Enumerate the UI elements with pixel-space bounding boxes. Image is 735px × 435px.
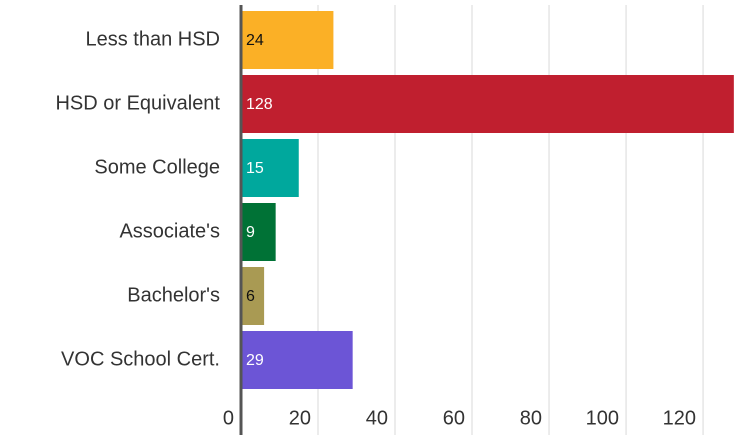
y-tick-label: Associate's — [119, 220, 220, 242]
value-label: 6 — [246, 288, 255, 305]
bar — [241, 11, 334, 69]
bar — [241, 75, 734, 133]
bar — [241, 267, 265, 325]
bar — [241, 139, 299, 197]
bar — [241, 203, 276, 261]
x-tick-label: 100 — [586, 407, 619, 429]
y-tick-label: Less than HSD — [85, 28, 220, 50]
x-tick-label: 120 — [663, 407, 696, 429]
y-tick-label: Some College — [94, 156, 220, 178]
x-tick-label: 60 — [443, 407, 465, 429]
bars — [241, 11, 734, 389]
value-label: 15 — [246, 160, 264, 177]
value-label: 9 — [246, 224, 255, 241]
labels: 0 20 40 60 80 100 120 Less than HSD 24 HSD or Equ… — [55, 5, 696, 435]
bar — [241, 331, 353, 389]
grid — [317, 5, 704, 435]
x-tick-label: 0 — [223, 407, 234, 429]
x-tick-label: 20 — [289, 407, 311, 429]
value-label: 24 — [246, 32, 264, 49]
value-label: 128 — [246, 96, 273, 113]
x-tick-label: 40 — [366, 407, 388, 429]
y-tick-label: Bachelor's — [127, 284, 220, 306]
y-tick-label: HSD or Equivalent — [55, 92, 220, 114]
x-tick-label: 80 — [520, 407, 542, 429]
y-tick-label: VOC School Cert. — [61, 348, 220, 370]
value-label: 29 — [246, 352, 264, 369]
